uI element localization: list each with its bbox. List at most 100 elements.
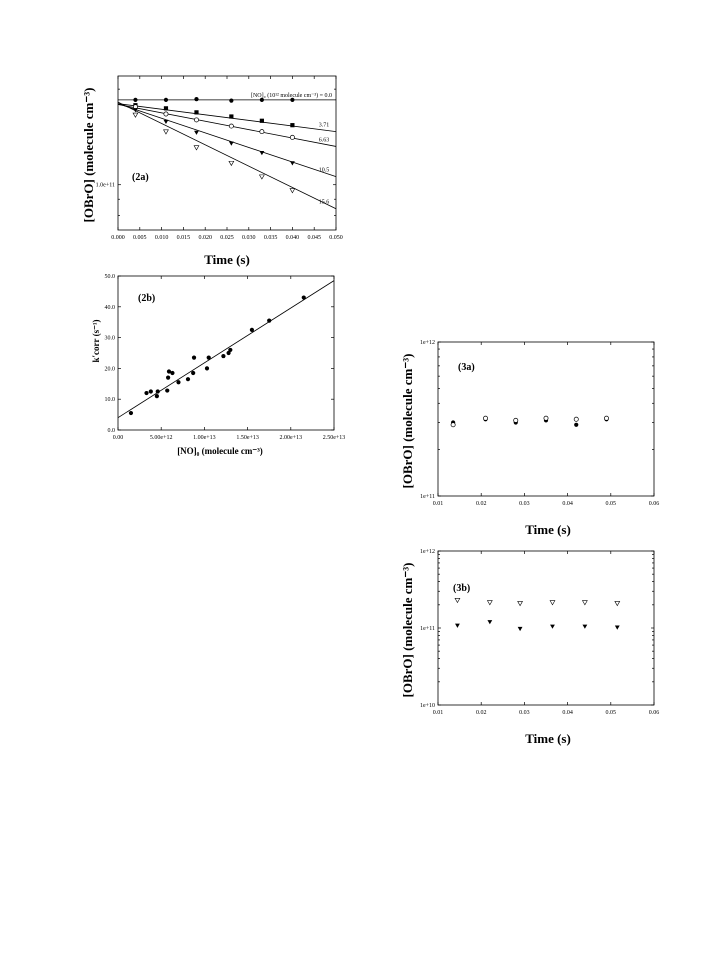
data-point (259, 129, 265, 135)
y-tick-label: 1e+12 (420, 549, 435, 555)
x-tick-label: 1.00e+13 (193, 435, 216, 441)
y-tick-label: 1.0e+11 (96, 183, 115, 189)
data-point (148, 389, 153, 394)
series-1 (450, 415, 609, 428)
data-point (228, 160, 235, 167)
y-tick-label: 30.0 (105, 336, 116, 342)
y-axis-title: k′corr (s⁻¹) (91, 319, 101, 362)
data-point (128, 410, 134, 416)
data-point (163, 129, 169, 135)
data-point (194, 130, 199, 135)
chart-c3b: 0.01 0.02 0.03 0.04 0.05 0.06 1e+10 1e+11 1e+12 (… (400, 549, 659, 746)
data-point (133, 97, 138, 102)
x-tick-label: 0.040 (286, 235, 300, 241)
data-point (581, 600, 588, 606)
data-point (163, 106, 169, 111)
x-tick-label: 0.04 (562, 710, 573, 716)
data-point (614, 625, 620, 630)
x-axis-title: Time (s) (525, 731, 571, 746)
data-point (229, 98, 234, 103)
data-point (194, 117, 199, 123)
data-point (221, 353, 226, 359)
y-tick-label: 0.0 (108, 428, 116, 434)
data-point (228, 347, 233, 353)
series-label: 6.63 (319, 137, 330, 143)
panel-label: (2b) (138, 293, 155, 304)
x-tick-label: 0.000 (111, 235, 125, 241)
y-tick-label: 1e+10 (420, 703, 435, 709)
fit-line (117, 280, 335, 419)
fit-line (117, 103, 337, 178)
data-point (543, 415, 549, 421)
data-point (455, 623, 460, 628)
x-tick-label: 0.050 (329, 235, 343, 241)
data-point (573, 416, 579, 422)
series-1 (455, 620, 620, 632)
legend-title: [NO]₀ (10¹² molecule cm⁻³) = 0.0 (251, 92, 332, 99)
data-point (289, 134, 295, 140)
x-axis-title: Time (s) (204, 252, 250, 267)
x-tick-label: 0.05 (606, 501, 617, 507)
data-point (191, 355, 197, 360)
data-point (301, 295, 306, 300)
fit-line (117, 101, 337, 210)
data-point (259, 97, 264, 102)
series-0 (118, 97, 336, 103)
data-point (226, 350, 231, 356)
data-point (163, 111, 169, 117)
panel-label: (3b) (453, 583, 470, 594)
data-point (191, 370, 196, 376)
y-tick-label: 1e+11 (420, 494, 435, 500)
data-point (290, 123, 295, 128)
chart-c3a: 0.01 0.02 0.03 0.04 0.05 0.06 1e+11 1e+12 (3a) Ti… (400, 340, 659, 537)
data-point (517, 626, 523, 632)
x-tick-label: 0.01 (433, 710, 444, 716)
data-point (517, 601, 523, 607)
data-point (513, 417, 519, 423)
data-point (132, 112, 139, 118)
x-tick-label: 0.020 (198, 235, 212, 241)
series-label: 3.71 (319, 123, 330, 129)
y-tick-label: 1e+11 (420, 626, 435, 632)
plot-frame (437, 341, 655, 497)
series-0 (451, 417, 609, 427)
y-tick-label: 1e+12 (420, 340, 435, 346)
x-tick-label: 0.04 (562, 501, 573, 507)
x-tick-label: 0.045 (307, 235, 321, 241)
y-tick-label: 40.0 (105, 305, 116, 311)
data-point (144, 390, 149, 396)
x-tick-label: 0.005 (133, 235, 147, 241)
data-point (204, 366, 210, 371)
x-axis-title: Time (s) (525, 522, 571, 537)
y-axis-title: [OBrO] (molecule cm⁻³) (400, 563, 415, 698)
x-tick-label: 0.015 (177, 235, 191, 241)
data-point (487, 620, 493, 625)
data-point (259, 118, 264, 123)
data-point (176, 380, 181, 385)
y-tick-label: 10.0 (105, 397, 116, 403)
data-point (574, 422, 579, 427)
data-point (166, 369, 172, 374)
x-tick-label: 0.00 (113, 435, 124, 441)
data-point (483, 415, 488, 421)
series-2: 6.63 (117, 104, 337, 147)
plot-frame (117, 75, 337, 231)
x-tick-label: 0.030 (242, 235, 256, 241)
chart-c2a: 0.000 0.005 0.010 0.015 0.020 0.025 0.030 0.035… (81, 75, 343, 267)
data-point (550, 624, 555, 629)
fit-line (117, 104, 337, 147)
data-point (450, 422, 456, 428)
data-point (206, 355, 211, 360)
x-tick-label: 0.06 (649, 710, 660, 716)
data-point (154, 394, 159, 399)
data-point (193, 145, 200, 151)
x-tick-label: 0.010 (155, 235, 169, 241)
x-tick-label: 2.50e+13 (323, 435, 346, 441)
x-tick-label: 0.03 (519, 710, 530, 716)
data-point (258, 174, 265, 180)
x-tick-label: 0.025 (220, 235, 234, 241)
data-point (194, 97, 199, 102)
x-tick-label: 0.06 (649, 501, 660, 507)
x-tick-label: 0.02 (476, 501, 487, 507)
x-tick-label: 0.035 (264, 235, 278, 241)
